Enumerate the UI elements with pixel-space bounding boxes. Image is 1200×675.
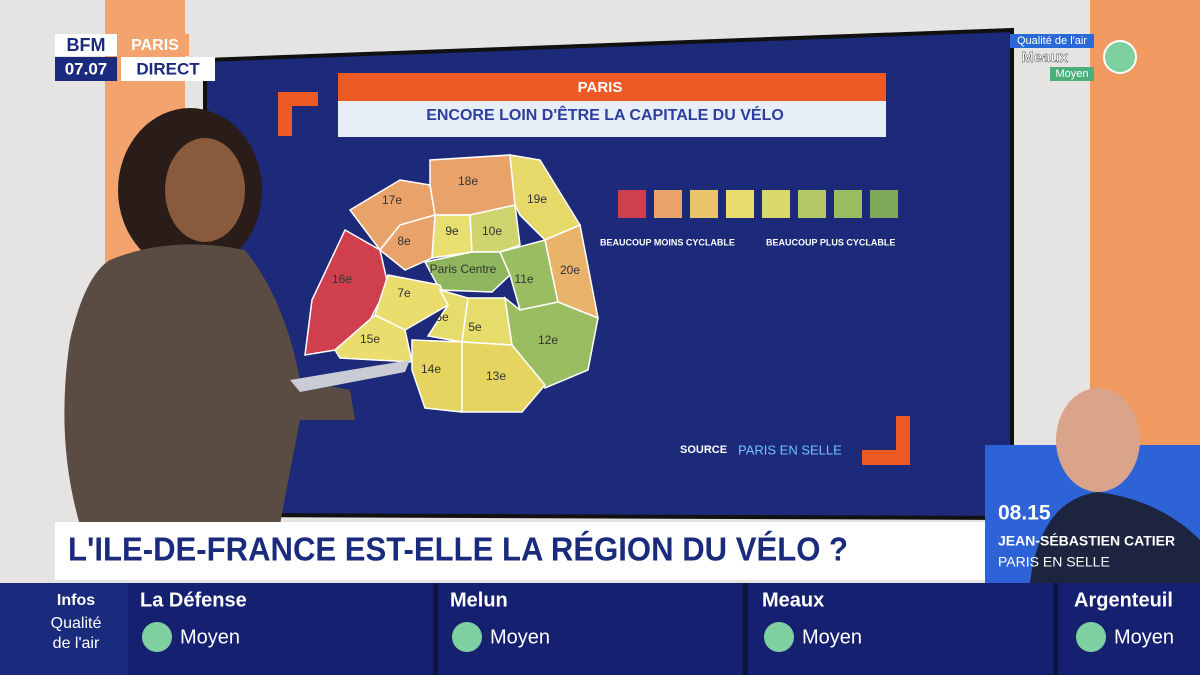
corner-decoration [896, 416, 910, 465]
screen-title: PARIS [578, 79, 623, 96]
air-icon [1103, 40, 1137, 74]
corner-decoration [278, 92, 292, 136]
ticker-item [438, 583, 743, 675]
guest-photo [1030, 492, 1200, 583]
source: PARIS EN SELLE [738, 442, 842, 457]
logo-brand: BFM [67, 35, 106, 55]
ticker-level: Moyen [490, 626, 550, 648]
screen-subtitle: ENCORE LOIN D'ÊTRE LA CAPITALE DU VÉLO [426, 105, 784, 124]
district [426, 288, 469, 343]
logo-box [121, 34, 189, 56]
orange-pillar [1090, 0, 1200, 450]
logo-box [55, 57, 117, 81]
air-level: Moyen [1055, 68, 1088, 80]
legend-swatch [726, 190, 754, 218]
headline-band [55, 522, 985, 580]
guest-organization: PARIS EN SELLE [998, 554, 1110, 570]
district-label: 6e [435, 310, 449, 324]
logo-box [55, 34, 117, 56]
ticker-label: Infos [57, 592, 95, 609]
legend-low: BEAUCOUP MOINS CYCLABLE [600, 237, 735, 247]
district [469, 204, 521, 253]
district-label: 8e [397, 234, 411, 248]
air-icon [764, 622, 794, 652]
ticker-item [128, 583, 433, 675]
ticker-city: Meaux [762, 589, 824, 611]
air-icon [452, 622, 482, 652]
logo-box [121, 57, 215, 81]
district-label: 7e [397, 286, 411, 300]
district-label: 13e [486, 369, 506, 383]
air-icon [142, 622, 172, 652]
guest-time: 08.15 [998, 502, 1051, 525]
air-badge [1010, 34, 1094, 48]
guest-photo [1056, 388, 1140, 492]
clock: 07.07 [65, 59, 108, 78]
ticker-level: Moyen [180, 626, 240, 648]
legend-swatch [798, 190, 826, 218]
ticker-items: La Défense Moyen Melun Moyen Meaux Moyen… [128, 583, 1200, 675]
district-label: 9e [445, 224, 459, 238]
headline: L'ILE-DE-FRANCE EST-ELLE LA RÉGION DU VÉ… [68, 531, 848, 568]
district-label: 18e [458, 174, 478, 188]
ticker-city: Melun [450, 589, 508, 611]
paris-map [304, 154, 599, 413]
legend-swatch [762, 190, 790, 218]
logo-region: PARIS [131, 37, 179, 54]
district-label: 11e [514, 272, 533, 286]
air-title: Qualité de l'air [1017, 35, 1087, 47]
district-labels: 17e 18e 19e 8e 9e 10e 16e Paris Centre 1… [332, 174, 580, 383]
title-banner [338, 73, 886, 101]
ticker-city: La Défense [140, 589, 247, 611]
ticker-item [748, 583, 1053, 675]
ticker-city: Argenteuil [1074, 589, 1173, 611]
legend-swatch [690, 190, 718, 218]
district-label: 14e [421, 362, 441, 376]
legend-swatch [870, 190, 898, 218]
district-label: 5e [468, 320, 482, 334]
district [374, 274, 449, 331]
ticker-topic: de l'air [53, 635, 100, 652]
live-status: DIRECT [136, 59, 200, 78]
district-label: 15e [360, 332, 380, 346]
ticker-topic: Qualité [51, 615, 102, 632]
ticker-label-box [0, 583, 128, 675]
district-label: 10e [482, 224, 502, 238]
district [411, 339, 463, 413]
air-level-box [1050, 67, 1094, 81]
district [334, 314, 413, 363]
subtitle-banner [338, 101, 886, 137]
district-label: 17e [382, 193, 402, 207]
district-label: Paris Centre [430, 262, 497, 276]
legend: BEAUCOUP MOINS CYCLABLE BEAUCOUP PLUS CY… [600, 190, 898, 247]
legend-swatch [834, 190, 862, 218]
source-label: SOURCE [680, 444, 727, 456]
air-city: Meaux [1021, 49, 1068, 66]
district-label: 20e [560, 263, 580, 277]
legend-high: BEAUCOUP PLUS CYCLABLE [766, 237, 895, 247]
air-icon [1076, 622, 1106, 652]
ticker-level: Moyen [802, 626, 862, 648]
presenter [64, 108, 410, 525]
legend-swatch [618, 190, 646, 218]
legend-swatch [654, 190, 682, 218]
district-label: 19e [527, 192, 547, 206]
district-label: 12e [538, 333, 558, 347]
district-label: 16e [332, 272, 352, 286]
guest-name: JEAN-SÉBASTIEN CATIER [998, 533, 1175, 549]
district [461, 341, 546, 413]
ticker-level: Moyen [1114, 626, 1174, 648]
